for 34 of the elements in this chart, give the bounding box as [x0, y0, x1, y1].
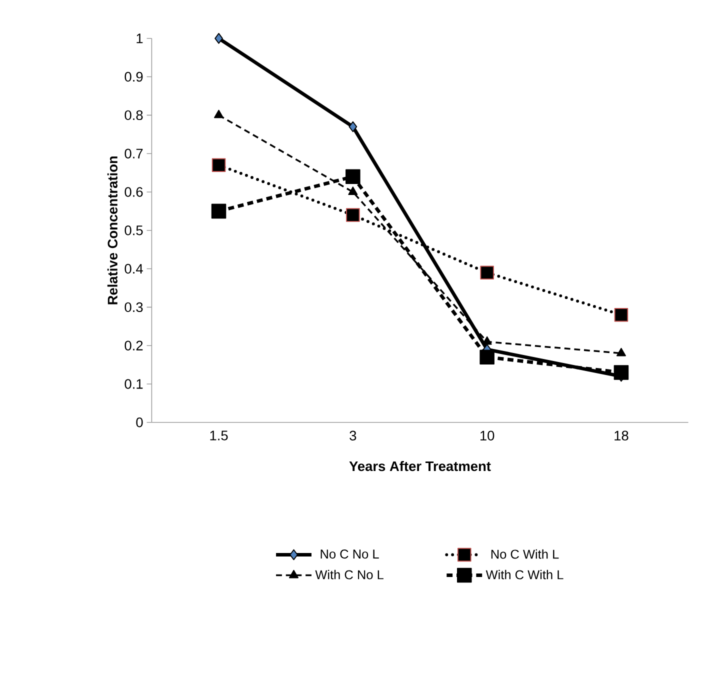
point — [346, 169, 360, 184]
y-tick-label: 0.9 — [124, 72, 143, 82]
legend-label: With C No L — [315, 570, 384, 580]
point — [212, 158, 226, 172]
x-tick-label: 10 — [480, 430, 494, 440]
y-tick-label: 0.2 — [124, 340, 143, 350]
y-tick-label: 0.4 — [124, 264, 143, 274]
x-tick-label: 3 — [350, 430, 356, 440]
y-tick-label: 1 — [136, 33, 143, 43]
point — [616, 348, 626, 356]
point — [214, 110, 224, 118]
y-tick-label: 0 — [136, 417, 143, 428]
y-tick-label: 0.6 — [124, 186, 143, 197]
point — [614, 308, 628, 322]
point — [346, 208, 360, 222]
point — [348, 186, 358, 195]
point — [480, 350, 494, 364]
x-axis-title: Years After Treatment — [349, 460, 491, 471]
point — [211, 204, 226, 218]
x-tick-label: 1.5 — [210, 430, 228, 440]
y-tick-label: 0.7 — [124, 148, 143, 158]
legend-label: No C With L — [491, 549, 559, 559]
legend-label: No C No L — [320, 549, 379, 558]
y-axis-title: Relative Concentration — [107, 156, 118, 304]
y-tick-label: 0.1 — [124, 378, 143, 389]
y-tick-label: 0.5 — [124, 225, 143, 236]
y-tick-label: 0.8 — [124, 110, 143, 120]
legend-label: With C With L — [486, 570, 564, 580]
point — [480, 266, 494, 280]
point — [214, 32, 223, 44]
point — [614, 364, 629, 380]
y-tick-label: 0.3 — [124, 302, 143, 312]
point — [348, 121, 358, 132]
x-tick-label: 18 — [614, 430, 628, 440]
